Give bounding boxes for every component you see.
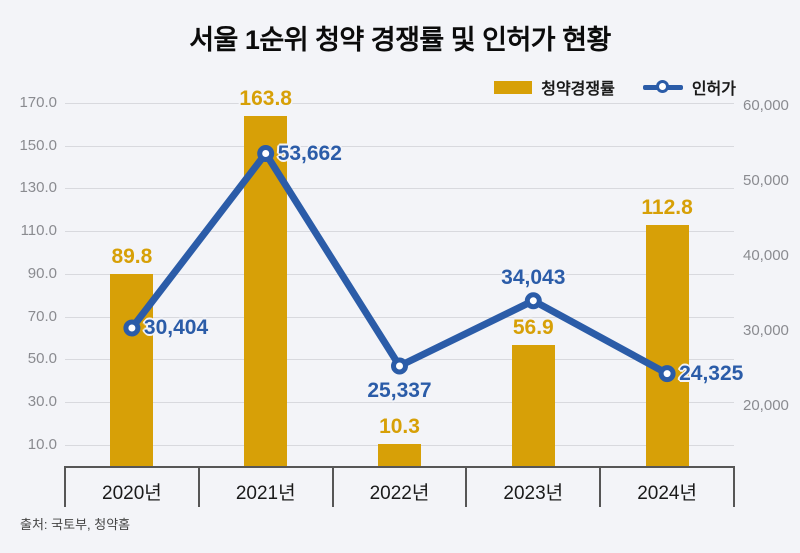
bar-value-label-2024: 112.8 [641, 196, 693, 220]
gridline [65, 273, 734, 275]
x-axis-label-2020: 2020년 [102, 483, 162, 504]
bar-2020 [110, 274, 154, 466]
x-axis-label-2021: 2021년 [235, 483, 296, 504]
y-axis-left-tick-label: 30.0 [27, 392, 57, 410]
gridline [65, 103, 734, 104]
line-dot-icon [655, 80, 669, 93]
x-axis-label-2022: 2022년 [369, 483, 430, 504]
bar-2024 [645, 225, 689, 466]
x-axis-label-2024: 2024년 [637, 483, 697, 504]
y-axis-left-tick-label: 150.0 [19, 136, 57, 154]
bar-value-label-2021: 163.8 [239, 87, 292, 111]
y-axis-left-tick-label: 130.0 [19, 179, 57, 197]
bar-value-label-2022: 10.3 [379, 415, 420, 438]
line-marker-2023 [524, 292, 542, 310]
y-axis-right-tick-label: 60,000 [743, 97, 789, 114]
line-value-label-2022: 25,337 [367, 379, 432, 402]
bar-value-label-2023: 56.9 [512, 315, 554, 339]
y-axis-left-tick-label: 50.0 [27, 350, 57, 368]
bar-value-label-2020: 89.8 [111, 245, 153, 269]
x-axis-tick [64, 466, 66, 507]
gridline [65, 231, 734, 233]
y-axis-left-tick-label: 70.0 [27, 307, 57, 325]
x-axis-tick [331, 466, 334, 507]
line-value-label-2023: 34,043 [501, 265, 566, 289]
line-marker-2022 [391, 357, 408, 375]
gridline [65, 401, 734, 403]
x-axis-label-2023: 2023년 [503, 483, 564, 504]
legend-line-label: 인허가 [691, 81, 736, 98]
line-value-label-2020: 30,404 [143, 316, 209, 339]
line-marker-icon [642, 80, 683, 94]
gridline [65, 188, 734, 190]
x-axis-tick [733, 466, 735, 507]
gridline [65, 145, 734, 147]
x-axis-tick [197, 466, 200, 507]
y-axis-left-tick-label: 10.0 [27, 435, 57, 453]
chart-title: 서울 1순위 청약 경쟁률 및 인허가 현황 [189, 25, 611, 55]
y-axis-left-tick-label: 110.0 [20, 222, 57, 240]
source-note: 출처: 국토부, 청약홈 [20, 517, 131, 532]
bar-2023 [511, 344, 555, 466]
x-axis-tick [465, 466, 468, 507]
x-axis-line [65, 466, 734, 468]
y-axis-right-tick-label: 50,000 [743, 172, 789, 189]
y-axis-left-tick-label: 90.0 [27, 264, 57, 282]
line-value-label-2024: 24,325 [679, 361, 744, 385]
y-axis-right-tick-label: 30,000 [743, 322, 789, 339]
legend: 청약경쟁률 인허가 [494, 75, 736, 99]
bar-2022 [378, 444, 421, 466]
y-axis-left-tick-label: 170.0 [19, 94, 57, 111]
bar-swatch-icon [494, 80, 533, 94]
gridline [65, 359, 734, 361]
y-axis-right-tick-label: 20,000 [743, 397, 789, 414]
legend-bar-label: 청약경쟁률 [541, 81, 615, 98]
legend-item-line: 인허가 [642, 75, 736, 99]
line-value-label-2021: 53,662 [277, 141, 342, 165]
y-axis-right-tick-label: 40,000 [743, 247, 789, 264]
line-path [128, 150, 671, 378]
legend-item-bar: 청약경쟁률 [494, 75, 615, 99]
bar-2021 [244, 116, 288, 466]
x-axis-tick [599, 466, 602, 507]
